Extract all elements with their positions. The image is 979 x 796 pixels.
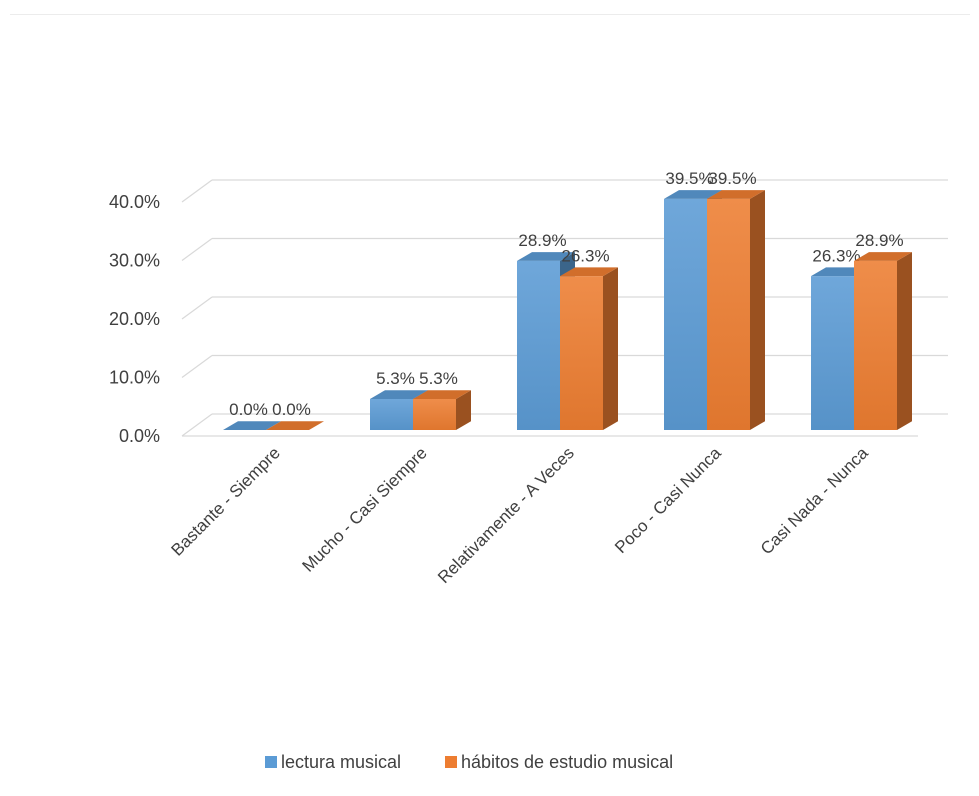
gridline-depth	[181, 179, 213, 203]
bar-top	[560, 267, 618, 277]
data-label: 39.5%	[708, 169, 756, 188]
bar-side	[603, 267, 618, 430]
y-tick-label: 10.0%	[109, 368, 160, 388]
bar-side	[897, 252, 912, 430]
bar-side	[750, 190, 765, 430]
legend-swatch	[265, 756, 277, 768]
data-label: 28.9%	[855, 231, 903, 250]
y-tick-label: 20.0%	[109, 309, 160, 329]
y-tick-label: 30.0%	[109, 251, 160, 271]
bar	[266, 421, 324, 430]
legend-label: lectura musical	[281, 752, 401, 772]
bar	[707, 190, 765, 430]
data-label: 28.9%	[518, 231, 566, 250]
data-label: 39.5%	[665, 169, 713, 188]
data-label: 5.3%	[376, 369, 415, 388]
bar	[560, 267, 618, 430]
bar-front	[370, 398, 413, 430]
bar-top	[707, 190, 765, 199]
bar-top	[223, 421, 281, 430]
bar	[223, 421, 281, 430]
x-category-label: Relativamente - A Veces	[434, 443, 578, 587]
x-category-label: Bastante - Siempre	[167, 443, 283, 559]
x-category-label: Mucho - Casi Siempre	[298, 443, 430, 575]
legend-label: hábitos de estudio musical	[461, 752, 673, 772]
bar-side	[456, 390, 471, 430]
bar-front	[517, 260, 560, 430]
legend-swatch	[445, 756, 457, 768]
bar-top	[664, 190, 722, 199]
bar-front	[811, 276, 854, 430]
bar-front	[707, 198, 750, 430]
x-category-label: Poco - Casi Nunca	[611, 443, 725, 557]
bar-top	[517, 252, 575, 261]
chart-frame	[10, 14, 970, 786]
bar-top	[266, 421, 324, 430]
bar-top	[854, 252, 912, 261]
bar-front	[560, 276, 603, 430]
bar-front	[664, 198, 707, 430]
bar	[854, 252, 912, 430]
data-label: 0.0%	[272, 400, 311, 419]
bar-top	[370, 390, 428, 399]
gridline-depth	[181, 413, 213, 437]
y-tick-label: 0.0%	[119, 426, 160, 446]
gridline-depth	[181, 238, 213, 261]
data-label: 0.0%	[229, 400, 268, 419]
data-label: 26.3%	[561, 246, 609, 265]
bar-top	[413, 390, 471, 399]
gridline-depth	[181, 355, 213, 378]
data-label: 5.3%	[419, 369, 458, 388]
gridline-depth	[181, 296, 213, 320]
bar-front	[854, 260, 897, 430]
bar	[413, 390, 471, 430]
data-label: 26.3%	[812, 246, 860, 265]
x-category-label: Casi Nada - Nunca	[757, 443, 872, 558]
y-tick-label: 40.0%	[109, 192, 160, 212]
bar-front	[413, 398, 456, 430]
